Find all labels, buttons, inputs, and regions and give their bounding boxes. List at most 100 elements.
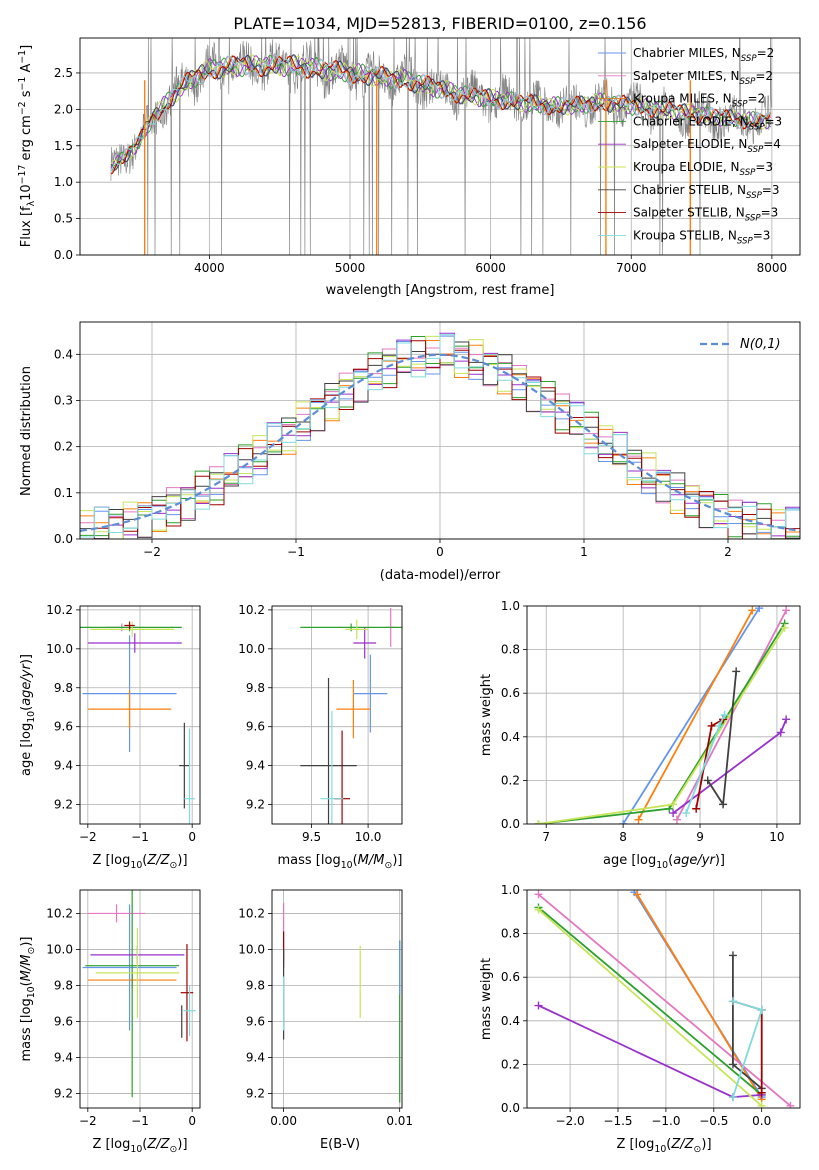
plot-area [80,332,800,539]
figure-title: PLATE=1034, MJD=52813, FIBERID=0100, z=0… [233,14,646,33]
residual-histogram-7 [80,340,800,539]
y-tick-label: 9.8 [54,681,73,695]
axes-frame [271,889,403,1109]
x-tick-label: 10 [769,830,784,844]
y-tick-label: 9.8 [54,978,73,992]
axes-frame [79,605,201,825]
mass-weight-marker [672,815,681,824]
y-tick-label: 0.4 [501,730,520,744]
y-tick-label: 10.0 [46,942,73,956]
y-tick-label: 9.4 [246,1051,265,1065]
y-tick-label: 2.5 [54,66,73,80]
x-axis-label: Z [log10(Z/Z⊙)] [92,853,187,871]
y-tick-label: 0.2 [501,1057,520,1071]
mass-weight-marker [707,721,716,730]
x-tick-label: 7 [542,830,550,844]
y-tick-label: 9.2 [246,1087,265,1101]
model-spectrum-8 [110,54,772,173]
legend-entry: Kroupa STELIB, NSSP=3 [633,228,770,246]
x-tick-label: 8000 [757,261,788,275]
mass-weight-line [537,908,763,1107]
y-tick-label: 0.2 [54,440,73,454]
x-tick-label: 4000 [194,261,225,275]
mass-weight-marker [534,890,543,899]
axes-frame [526,889,801,1109]
x-axis-label: Z [log10(Z/Z⊙)] [92,1137,187,1155]
y-tick-label: 10.0 [238,942,265,956]
mass-weight-line [537,893,791,1107]
mass-weight-marker [534,820,543,824]
y-tick-label: 0.1 [54,486,73,500]
mass-weight-marker [757,1088,766,1097]
y-tick-label: 0.8 [501,643,520,657]
x-tick-label: 0 [436,545,444,559]
y-tick-label: 0.4 [54,347,73,361]
mass-weight-marker [692,804,701,813]
y-axis-label: mass [log10(M/M⊙)] [19,937,37,1062]
y-tick-label: 1.0 [501,599,520,613]
mass-weight-marker [665,804,674,813]
mass-weight-marker [728,951,737,960]
mass-weight-line [538,627,786,824]
x-tick-label: 9 [696,830,704,844]
x-tick-label: −2 [143,545,161,559]
plot-area [110,38,772,255]
mass-weight-marker [669,809,678,818]
mass-weight-marker [682,809,691,818]
y-tick-label: 9.6 [246,720,265,734]
x-tick-label: 2 [724,545,732,559]
y-axis-label: mass weight [479,958,494,1040]
mass-weight-marker [715,721,724,730]
mass-weight-marker [534,1001,543,1010]
plot-area [80,621,195,824]
y-tick-label: 0.6 [501,970,520,984]
y-tick-label: 0.0 [54,532,73,546]
y-axis-label: mass weight [479,674,494,756]
mass-weight-marker [633,890,642,899]
y-tick-label: 0.6 [501,686,520,700]
mass-weight-marker [757,1101,766,1108]
legend-entry: N(0,1) [740,337,781,352]
y-tick-label: 9.6 [54,1015,73,1029]
y-tick-label: 2.0 [54,102,73,116]
x-tick-label: −2 [79,1114,97,1128]
y-tick-label: 0.8 [501,927,520,941]
mass-weight-marker [782,606,791,615]
mass-weight-marker [703,776,712,785]
legend-entry: Salpeter MILES, NSSP=2 [633,69,773,87]
mass-weight-marker [669,800,678,809]
legend-entry: Kroupa MILES, NSSP=2 [633,92,765,110]
y-tick-label: 9.2 [54,798,73,812]
legend-entry: Chabrier STELIB, NSSP=3 [633,183,780,201]
mass-weight-line [622,607,760,824]
mass-weight-line [637,609,754,821]
x-tick-label: 5000 [335,261,366,275]
mass-weight-marker [780,623,789,632]
legend-entry: Chabrier MILES, NSSP=2 [633,46,774,64]
y-tick-label: 1.5 [54,139,73,153]
y-tick-label: 0.3 [54,393,73,407]
legend-entry: Salpeter STELIB, NSSP=3 [633,206,778,224]
x-tick-label: −1.0 [651,1114,680,1128]
plot-area [82,890,196,1098]
x-tick-label: 8 [619,830,627,844]
y-tick-label: 0.0 [501,1101,520,1115]
y-tick-label: 9.4 [54,1051,73,1065]
y-tick-label: 1.0 [501,883,520,897]
mass-weight-marker [720,711,729,719]
mass-weight-marker [728,1060,737,1069]
x-axis-label: mass [log10(M/M⊙)] [278,853,403,871]
x-tick-label: 0.00 [270,1114,297,1128]
x-axis-label: E(B-V) [320,1137,360,1152]
x-tick-label: 0.0 [752,1114,771,1128]
x-tick-label: −1 [131,1114,149,1128]
y-tick-label: 1.0 [54,175,73,189]
mass-weight-marker [728,1093,737,1102]
x-tick-label: −1.5 [603,1114,632,1128]
y-tick-label: 9.4 [246,759,265,773]
y-tick-label: 10.2 [46,906,73,920]
legend-entry: Chabrier ELODIE, NSSP=3 [633,114,782,132]
mass-weight-marker [757,1005,766,1014]
x-tick-label: 10.0 [355,830,382,844]
